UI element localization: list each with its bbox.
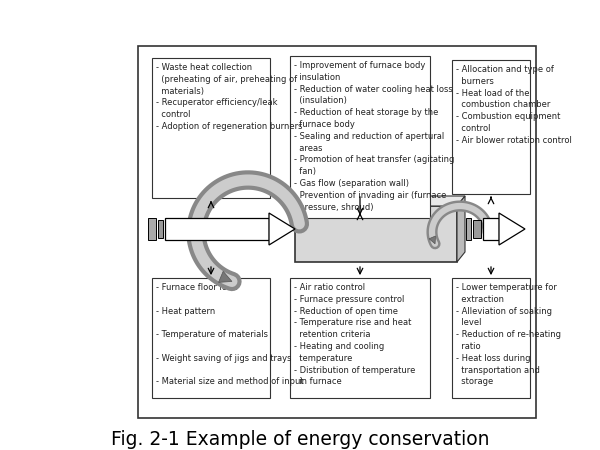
Text: - Allocation and type of
  burners
- Heat load of the
  combustion chamber
- Com: - Allocation and type of burners - Heat … [456,65,572,145]
Bar [148,218,156,240]
Bar [290,56,430,218]
Polygon shape [287,196,465,206]
Text: - Waste heat collection
  (preheating of air, preheating of
  materials)
- Recup: - Waste heat collection (preheating of a… [156,63,302,131]
Bar [295,206,457,262]
Bar [158,220,163,238]
Bar [152,278,270,398]
Bar [290,278,430,398]
Text: - Improvement of furnace body
  insulation
- Reduction of water cooling heat los: - Improvement of furnace body insulation… [294,61,454,212]
Text: - Lower temperature for
  extraction
- Alleviation of soaking
  level
- Reductio: - Lower temperature for extraction - All… [456,283,561,387]
Polygon shape [429,236,436,244]
Bar [165,218,269,240]
Polygon shape [218,271,232,283]
Bar [152,58,270,198]
Bar [452,60,530,194]
Polygon shape [457,196,465,262]
Bar [483,218,499,240]
Text: Fig. 2-1 Example of energy conservation
measures for industrial furnaces: Fig. 2-1 Example of energy conservation … [111,430,489,450]
Bar [466,218,471,240]
Bar [452,278,530,398]
Text: - Furnace floor load

- Heat pattern

- Temperature of materials

- Weight savin: - Furnace floor load - Heat pattern - Te… [156,283,304,387]
Polygon shape [499,213,525,245]
Bar [473,220,481,238]
Text: - Air ratio control
- Furnace pressure control
- Reduction of open time
- Temper: - Air ratio control - Furnace pressure c… [294,283,415,387]
Bar [138,46,536,418]
Polygon shape [269,213,295,245]
